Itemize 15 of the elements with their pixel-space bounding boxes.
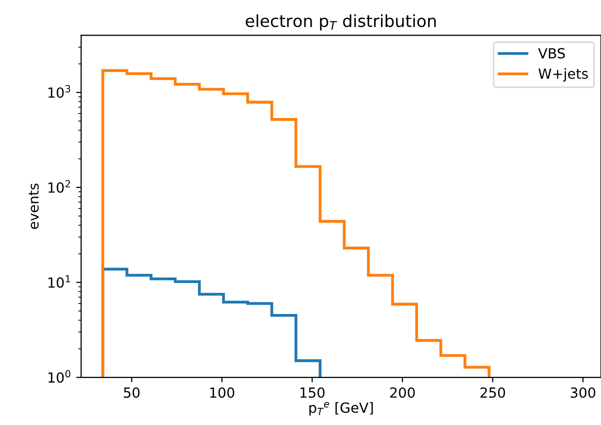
y-tick-label: 10$^{0}$	[48, 370, 70, 383]
x-tick-label: 300	[570, 387, 596, 398]
x-tick-label: 100	[210, 387, 234, 398]
y-axis-title: events	[28, 184, 39, 229]
x-axis-title: p$_{T}$$^{e}$ [GeV]	[309, 402, 373, 416]
legend-label: W+jets	[538, 68, 588, 82]
x-tick-label: 200	[390, 387, 415, 398]
chart-title: electron p$_{T}$ distribution	[246, 14, 436, 30]
x-tick-label: 150	[300, 387, 325, 398]
legend-label: VBS	[538, 48, 565, 59]
y-tick-label: 10$^{1}$	[48, 275, 70, 288]
x-tick-label: 50	[124, 387, 140, 398]
y-tick-label: 10$^{3}$	[48, 85, 70, 98]
y-tick-label: 10$^{2}$	[48, 180, 70, 193]
x-tick-label: 250	[480, 387, 506, 398]
